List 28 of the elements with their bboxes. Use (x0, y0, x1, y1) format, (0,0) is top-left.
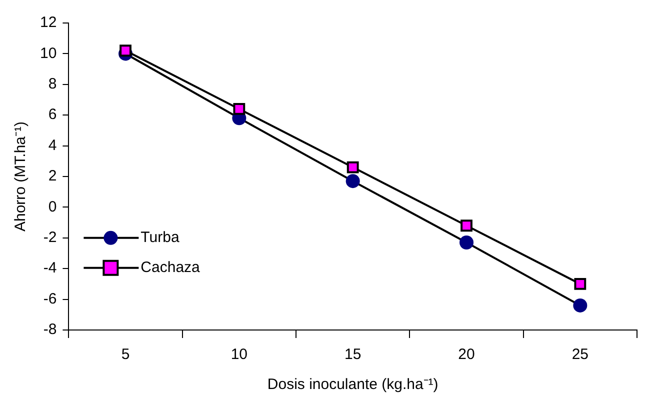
y-tick-label: 6 (48, 106, 57, 124)
point (346, 174, 360, 188)
x-tick-label: 20 (458, 346, 475, 364)
point (460, 236, 474, 250)
point (233, 103, 246, 115)
y-tick-label: -6 (43, 290, 57, 308)
y-tick-label: -2 (43, 229, 57, 246)
point (573, 298, 588, 312)
x-tick-label: 15 (344, 346, 362, 364)
x-tick-label: 25 (572, 346, 589, 364)
y-axis-title: Ahorro (MT.ha⁻¹) (12, 121, 30, 232)
y-tick-label: 8 (48, 76, 57, 93)
x-axis-title: Dosis inoculante (kg.ha⁻¹) (267, 376, 438, 394)
y-tick-label: 10 (40, 44, 57, 62)
y-tick-label: 12 (40, 14, 57, 32)
point (120, 44, 132, 57)
y-tick-label: 4 (48, 136, 57, 154)
point (574, 278, 586, 290)
legend-label: Turba (140, 229, 180, 246)
point (460, 220, 472, 232)
y-tick-label: -8 (43, 321, 57, 338)
y-tick-label: 0 (48, 198, 57, 216)
y-tick-label: -4 (43, 260, 57, 277)
legend-label: Cachaza (140, 259, 201, 276)
x-tick-label: 5 (121, 346, 130, 364)
x-tick-label: 10 (230, 346, 248, 364)
y-tick-label: 2 (48, 168, 57, 185)
point (346, 161, 359, 174)
